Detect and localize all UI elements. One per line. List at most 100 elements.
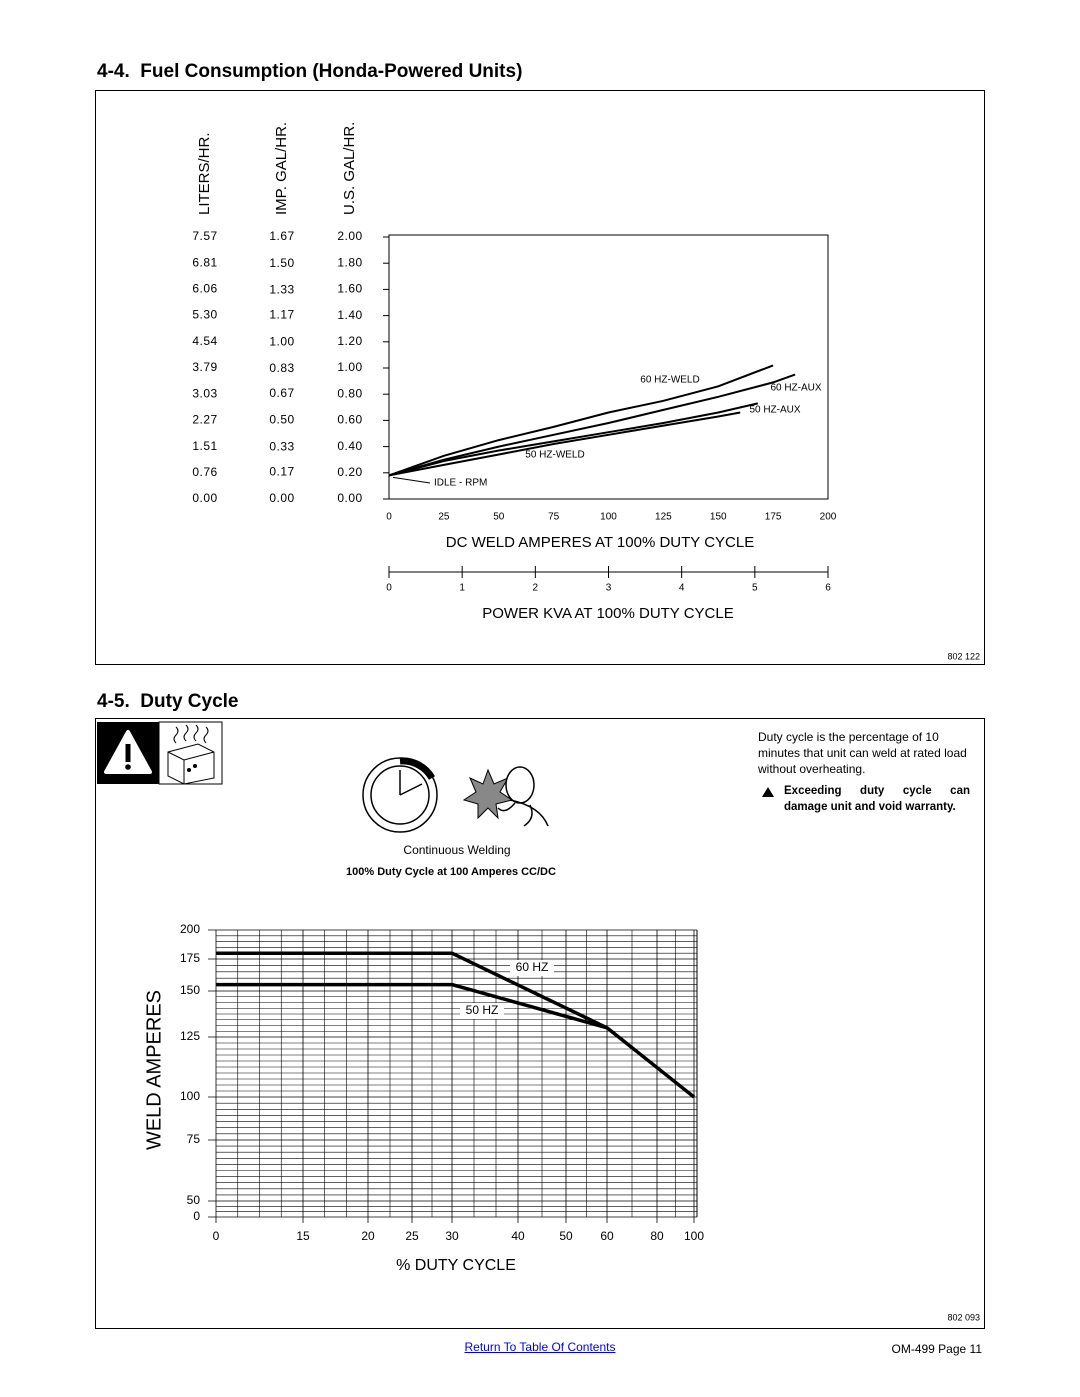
x-tick-label: 50	[493, 512, 505, 523]
series-label: 60 HZ	[516, 960, 549, 974]
data-line	[388, 364, 774, 477]
y-tick-label: 1.51	[192, 439, 217, 453]
warning-icon	[125, 744, 131, 762]
x-tick-label: 20	[361, 1229, 375, 1243]
y-tick-label: 1.17	[269, 308, 294, 322]
x-tick-label: 75	[548, 512, 560, 523]
illustration-subcaption: 100% Duty Cycle at 100 Amperes CC/DC	[346, 866, 556, 878]
y-tick-label: 2.00	[337, 229, 362, 243]
y-tick-label: 3.79	[192, 360, 217, 374]
y-tick-label: 1.00	[269, 334, 294, 348]
plot-area	[388, 234, 829, 500]
y-tick-label: 1.60	[337, 282, 362, 296]
warning-bullet	[762, 787, 774, 797]
warning-icon	[125, 764, 131, 770]
data-line	[216, 982, 608, 1030]
series-label: 50 HZ	[466, 1003, 499, 1017]
x2-tick-label: 4	[679, 583, 685, 594]
y-tick-label: 0.00	[192, 491, 217, 505]
y-tick-label: 1.33	[269, 283, 294, 297]
y-tick-label: 1.00	[337, 360, 362, 374]
x-tick-label: 100	[684, 1229, 704, 1243]
figure-id: 802 122	[947, 651, 980, 661]
y-tick-label: 0.83	[269, 361, 294, 375]
clock-icon	[370, 765, 430, 825]
y-tick-label: 0.50	[269, 413, 294, 427]
section-heading: 4-4. Fuel Consumption (Honda-Powered Uni…	[97, 61, 523, 82]
toc-link[interactable]: Return To Table Of Contents	[464, 1340, 616, 1354]
x2-tick-label: 2	[533, 583, 539, 594]
figure-id: 802 093	[947, 1312, 980, 1322]
axis-title: IMP. GAL/HR.	[273, 122, 290, 215]
y-tick-label: 175	[180, 951, 200, 965]
figure-box	[95, 90, 985, 665]
label-background	[460, 1003, 504, 1019]
series-label: 50 HZ-WELD	[525, 450, 584, 461]
label-background	[510, 960, 554, 976]
x2-tick-label: 1	[459, 583, 465, 594]
y-tick-label: 1.50	[269, 256, 294, 270]
y-tick-label: 0.20	[337, 465, 362, 479]
y-tick-label: 200	[180, 922, 200, 936]
section-heading: 4-5. Duty Cycle	[97, 691, 239, 712]
x-tick-label: 15	[296, 1229, 310, 1243]
warning-text: Exceeding duty cycle can damage unit and…	[784, 785, 970, 813]
axis-title: DC WELD AMPERES AT 100% DUTY CYCLE	[446, 534, 754, 551]
x-tick-label: 175	[765, 512, 782, 523]
illustration-caption: Continuous Welding	[403, 843, 511, 857]
welder-icon	[505, 766, 535, 804]
y-tick-label: 0.80	[337, 386, 362, 400]
data-line	[388, 373, 796, 477]
heat-icon	[193, 764, 197, 768]
y-tick-label: 5.30	[192, 308, 217, 322]
y-tick-label: 0	[193, 1209, 200, 1223]
x-tick-label: 40	[511, 1229, 525, 1243]
y-tick-label: 125	[180, 1029, 200, 1043]
x-tick-label: 0	[213, 1229, 220, 1243]
figure-box	[95, 718, 985, 1329]
axis-title: POWER KVA AT 100% DUTY CYCLE	[482, 605, 733, 622]
heat-icon	[167, 743, 215, 785]
y-tick-label: 0.67	[269, 386, 294, 400]
description: Duty cycle is the percentage of 10 minut…	[758, 730, 967, 776]
x-tick-label: 25	[405, 1229, 419, 1243]
axis-title: U.S. GAL/HR.	[341, 122, 358, 215]
y-tick-label: 1.67	[269, 229, 294, 243]
welder-icon	[497, 799, 549, 827]
y-tick-label: 6.06	[192, 281, 217, 295]
series-label: 60 HZ-AUX	[770, 383, 821, 394]
x-tick-label: 125	[655, 512, 672, 523]
axis-title: % DUTY CYCLE	[396, 1257, 516, 1274]
y-tick-label: 0.00	[269, 491, 294, 505]
x-tick-label: 150	[710, 512, 727, 523]
y-tick-label: 0.60	[337, 413, 362, 427]
x-tick-label: 30	[445, 1229, 459, 1243]
x-tick-label: 80	[650, 1229, 664, 1243]
welder-icon	[462, 768, 514, 820]
y-tick-label: 0.76	[192, 465, 217, 479]
heat-icon	[187, 768, 191, 772]
x-tick-label: 0	[386, 512, 392, 523]
x2-tick-label: 3	[606, 583, 612, 594]
y-tick-label: 3.03	[192, 386, 217, 400]
data-line	[388, 411, 741, 477]
annotation: IDLE - RPM	[434, 478, 487, 489]
leader-line	[392, 476, 431, 484]
axis-title: LITERS/HR.	[196, 132, 213, 215]
y-tick-label: 1.40	[337, 308, 362, 322]
y-tick-label: 100	[180, 1089, 200, 1103]
clock-icon	[399, 770, 423, 796]
x2-tick-label: 6	[825, 583, 831, 594]
data-line	[388, 402, 759, 477]
y-tick-label: 0.33	[269, 439, 294, 453]
y-tick-label: 150	[180, 983, 200, 997]
x-tick-label: 60	[600, 1229, 614, 1243]
series-label: 50 HZ-AUX	[749, 405, 800, 416]
heat-icon	[173, 724, 209, 744]
y-tick-label: 0.40	[337, 439, 362, 453]
y-tick-label: 0.17	[269, 465, 294, 479]
series-label: 60 HZ-WELD	[640, 375, 699, 386]
y-tick-label: 6.81	[192, 255, 217, 269]
